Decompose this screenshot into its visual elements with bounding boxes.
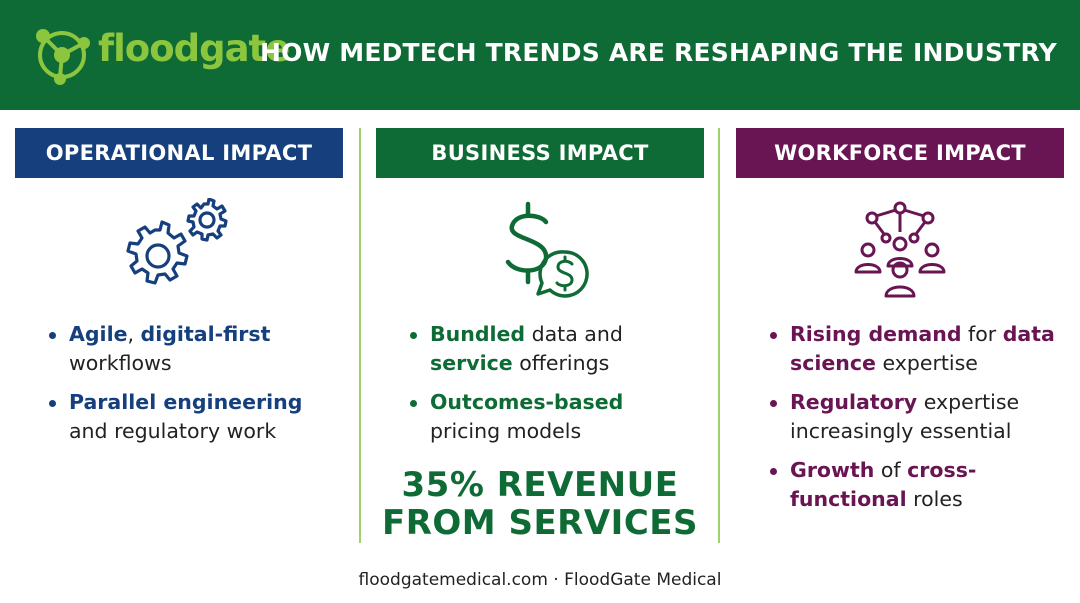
molecule-logo-icon [36,29,90,85]
business-impact-column: BUSINESS IMPACT Bundled data and service… [376,128,704,543]
column-divider [359,128,361,543]
business-bullets: Bundled data and service offerings Outco… [406,320,696,456]
list-item: Parallel engineering and regulatory work [45,388,335,446]
footer-credit: floodgatemedical.com · FloodGate Medical [358,570,722,590]
list-item: Rising demand for data science expertise [766,320,1062,378]
operational-bullets: Agile, digital-first workflows Parallel … [45,320,335,456]
list-item: Outcomes-based pricing models [406,388,696,446]
header-bar: floodgate HOW MEDTECH TRENDS ARE RESHAPI… [0,0,1080,110]
column-divider [718,128,720,543]
business-impact-banner: BUSINESS IMPACT [376,128,704,178]
list-item: Regulatory expertise increasingly essent… [766,388,1062,446]
workforce-impact-column: WORKFORCE IMPACT Rising demand for data … [736,128,1064,543]
team-network-icon [854,201,946,298]
revenue-stat: 35% REVENUE FROM SERVICES [381,465,698,543]
gears-icon [126,198,228,285]
list-item: Bundled data and service offerings [406,320,696,378]
logo-wordmark: floodgate [98,27,290,70]
workforce-bullets: Rising demand for data science expertise… [766,320,1062,524]
floodgate-logo: floodgate [32,24,290,86]
list-item: Agile, digital-first workflows [45,320,335,378]
list-item: Growth of cross-functional roles [766,456,1062,514]
page-title: HOW MEDTECH TRENDS ARE RESHAPING THE IND… [260,38,1057,67]
operational-impact-banner: OPERATIONAL IMPACT [15,128,343,178]
workforce-impact-banner: WORKFORCE IMPACT [736,128,1064,178]
dollar-icon [505,201,589,298]
operational-impact-column: OPERATIONAL IMPACT Agile, digital-first … [15,128,343,543]
